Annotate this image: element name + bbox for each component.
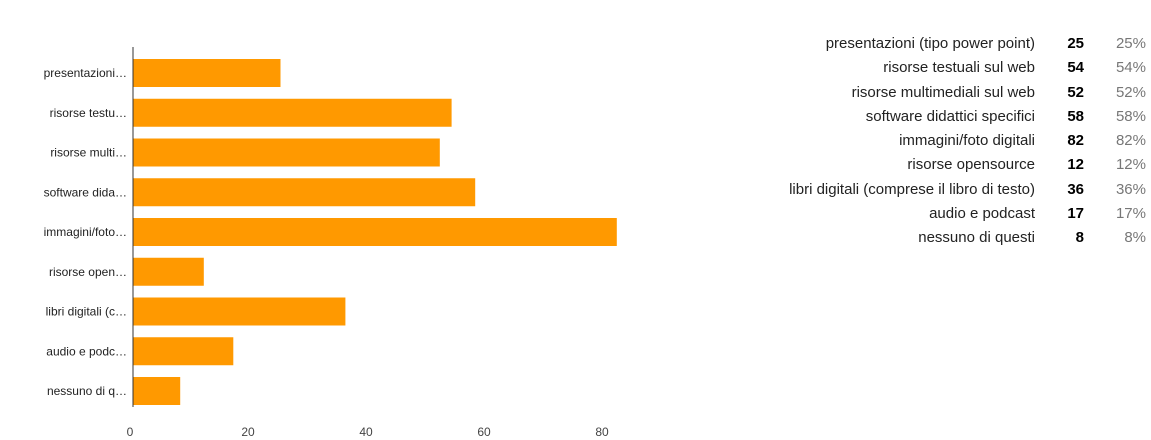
row-percent: 25% (1115, 35, 1146, 52)
row-percent: 58% (1115, 107, 1146, 125)
row-label: presentazioni (tipo power point) (825, 35, 1035, 52)
category-label-0: presentazioni… (44, 66, 127, 80)
table-row: risorse multimediali sul web 52 52% (640, 81, 1146, 105)
row-label: libri digitali (comprese il libro di tes… (789, 180, 1035, 198)
table-row: libri digitali (comprese il libro di tes… (640, 178, 1146, 202)
row-percent: 82% (1115, 132, 1146, 150)
category-labels: presentazioni… risorse testu… risorse mult… (44, 66, 127, 398)
row-label: immagini/foto digitali (899, 132, 1035, 150)
row-percent: 8% (1124, 229, 1146, 247)
row-count: 82 (1067, 132, 1084, 150)
row-count: 58 (1067, 107, 1084, 125)
category-label-6: libri digitali (c… (46, 305, 127, 319)
table-row: immagini/foto digitali 82 82% (640, 129, 1146, 153)
x-tick-label-2: 40 (359, 425, 373, 439)
bars (133, 59, 617, 405)
bar-3 (133, 178, 476, 207)
bar-5 (133, 257, 204, 286)
table-row: risorse testuali sul web 54 54% (640, 56, 1146, 80)
bar-6 (133, 297, 346, 326)
row-count: 54 (1067, 59, 1084, 77)
table-row: risorse opensource 12 12% (640, 153, 1146, 177)
bar-chart: presentazioni… risorse testu… risorse mult… (44, 47, 617, 439)
bar-4 (133, 218, 617, 246)
x-axis-ticks: 0 20 40 60 80 (127, 425, 609, 439)
bar-7 (133, 337, 234, 366)
row-count: 25 (1067, 35, 1084, 52)
category-label-4: immagini/foto… (44, 225, 127, 239)
bar-2 (133, 138, 440, 167)
category-label-8: nessuno di q… (47, 384, 127, 398)
row-percent: 52% (1115, 83, 1146, 101)
x-tick-label-1: 20 (241, 425, 255, 439)
table-row: software didattici specifici 58 58% (640, 105, 1146, 129)
row-label: risorse opensource (907, 156, 1035, 174)
category-label-5: risorse open… (49, 265, 127, 279)
row-count: 36 (1067, 180, 1084, 198)
row-count: 8 (1075, 229, 1084, 247)
row-percent: 17% (1115, 205, 1146, 223)
category-label-3: software dida… (44, 185, 127, 199)
bar-1 (133, 98, 452, 127)
row-label: software didattici specifici (865, 107, 1035, 125)
row-label: risorse multimediali sul web (851, 83, 1035, 101)
data-table: presentazioni (tipo power point) 25 25% ris… (640, 32, 1146, 251)
row-label: audio e podcast (929, 205, 1035, 223)
table-row: nessuno di questi 8 8% (640, 226, 1146, 250)
row-percent: 54% (1115, 59, 1146, 77)
bar-8 (133, 377, 181, 405)
x-tick-label-4: 80 (595, 425, 609, 439)
row-label: risorse testuali sul web (883, 59, 1035, 77)
category-label-1: risorse testu… (50, 106, 127, 120)
category-label-2: risorse multi… (50, 146, 127, 160)
category-label-7: audio e podc… (46, 344, 127, 358)
table-row: presentazioni (tipo power point) 25 25% (640, 32, 1146, 56)
row-percent: 12% (1115, 156, 1146, 174)
bar-0 (133, 59, 281, 87)
table-row: audio e podcast 17 17% (640, 202, 1146, 226)
x-tick-label-0: 0 (127, 425, 134, 439)
row-count: 12 (1067, 156, 1084, 174)
row-percent: 36% (1115, 180, 1146, 198)
x-tick-label-3: 60 (477, 425, 491, 439)
row-count: 52 (1067, 83, 1084, 101)
row-label: nessuno di questi (918, 229, 1035, 247)
row-count: 17 (1067, 205, 1084, 223)
